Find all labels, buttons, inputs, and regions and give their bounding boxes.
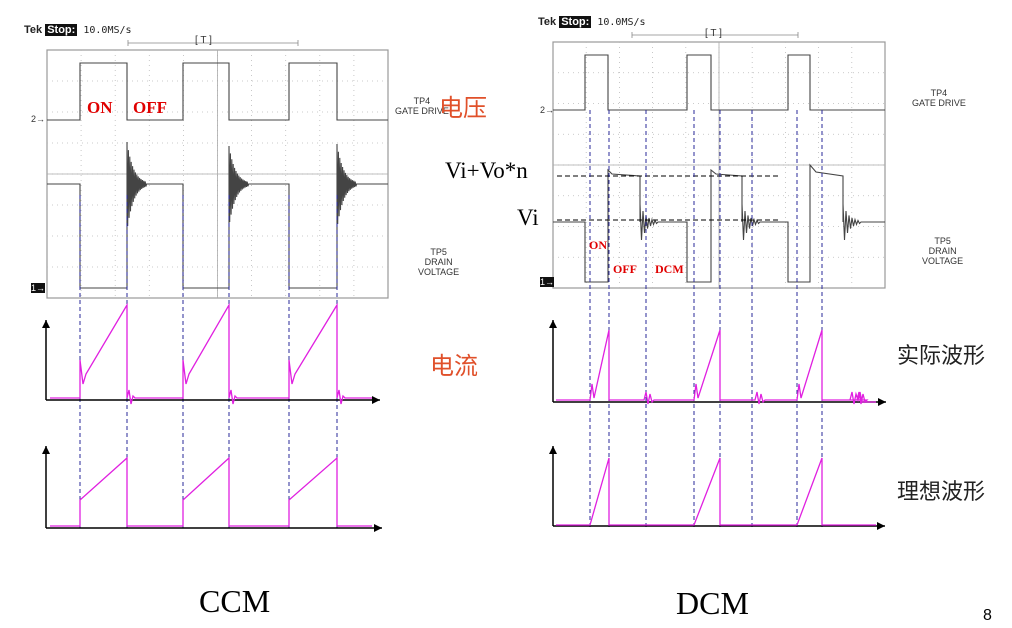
trigger-bracket-right: [ T ] — [705, 28, 722, 39]
scope-header-left: Tek Stop: 10.0MS/s — [24, 24, 132, 36]
scope-state: Stop: — [45, 24, 78, 36]
ccm-drain-voltage-trace — [47, 141, 388, 289]
off-label-ccm: OFF — [133, 98, 167, 117]
ch1-marker-right: 1→ — [540, 277, 555, 287]
scope-state: Stop: — [559, 16, 592, 28]
ccm-title: CCM — [199, 583, 271, 619]
sample-rate: 10.0MS/s — [83, 25, 132, 36]
ccm-ideal-y-arrow-icon — [42, 446, 50, 454]
vi-label: Vi — [517, 205, 539, 230]
page-number: 8 — [983, 607, 992, 624]
trigger-bracket-left: [ T ] — [195, 35, 212, 46]
tp4-desc: GATE DRIVE — [395, 106, 449, 116]
on-label-ccm: ON — [87, 98, 113, 117]
tp5-desc2: VOLTAGE — [418, 267, 460, 277]
tp4-label-left: TP4 GATE DRIVE — [395, 96, 449, 116]
dcm-drain-voltage-trace — [553, 163, 885, 283]
dcm-phase-label: DCM — [655, 262, 684, 276]
dcm-actual-x-arrow-icon — [878, 398, 886, 406]
dcm-actual-current-trace — [556, 329, 876, 405]
dcm-ideal-current-trace — [556, 457, 876, 526]
tp4-label-right: TP4 GATE DRIVE — [912, 88, 966, 108]
dcm-ideal-x-arrow-icon — [877, 522, 885, 530]
ideal-waveform-label: 理想波形 — [897, 480, 986, 505]
on-label-dcm: ON — [589, 238, 607, 252]
ccm-actual-y-arrow-icon — [42, 320, 50, 328]
tp5-desc1: DRAIN — [424, 257, 453, 267]
tp4-name: TP4 — [930, 88, 948, 98]
ccm-gate-drive-trace — [47, 62, 388, 121]
scope-header-right: Tek Stop: 10.0MS/s — [538, 16, 646, 28]
tp5-desc1: DRAIN — [928, 246, 957, 256]
tp4-desc: GATE DRIVE — [912, 98, 966, 108]
ccm-actual-x-arrow-icon — [372, 396, 380, 404]
dcm-gate-drive-trace — [553, 54, 885, 111]
tek-brand: Tek — [24, 24, 43, 36]
vi-vo-n-label: Vi+Vo*n — [445, 158, 528, 183]
tp4-name: TP4 — [413, 96, 431, 106]
voltage-label: 电压 — [439, 94, 487, 122]
tp5-name: TP5 — [430, 247, 447, 257]
tp5-name: TP5 — [934, 236, 951, 246]
dcm-title: DCM — [676, 585, 749, 621]
ccm-ideal-current-trace — [50, 456, 372, 527]
ccm-ideal-x-arrow-icon — [374, 524, 382, 532]
dcm-actual-y-arrow-icon — [549, 320, 557, 328]
tp5-label-right: TP5 DRAIN VOLTAGE — [922, 236, 963, 266]
sample-rate: 10.0MS/s — [597, 17, 646, 28]
current-label: 电流 — [430, 352, 478, 380]
ch1-marker-left: 1→ — [31, 283, 46, 293]
ch2-marker-left: 2→ — [31, 114, 46, 124]
off-label-dcm: OFF — [613, 262, 637, 276]
tek-brand: Tek — [538, 16, 557, 28]
ch2-marker-right: 2→ — [540, 105, 555, 115]
ccm-actual-current-trace — [50, 302, 372, 405]
actual-waveform-label: 实际波形 — [897, 344, 986, 369]
tp5-label-left: TP5 DRAIN VOLTAGE — [418, 247, 459, 277]
tp5-desc2: VOLTAGE — [922, 256, 964, 266]
dcm-ideal-y-arrow-icon — [549, 446, 557, 454]
